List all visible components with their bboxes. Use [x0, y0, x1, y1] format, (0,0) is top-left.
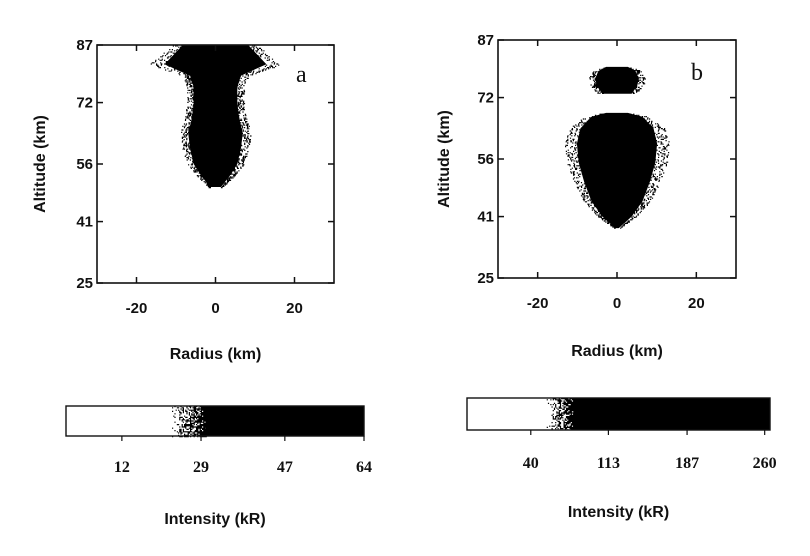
colorbar-tick-label: 12: [114, 459, 130, 476]
y-tick-label: 72: [76, 95, 93, 112]
x-tick-label: -20: [126, 300, 148, 317]
x-axis-label: Radius (km): [571, 343, 663, 360]
panel-letter: b: [691, 60, 703, 86]
panel-a: 25 41 56 72 87 -20 0 20 a Radius (km) Altitude (km…: [0, 0, 400, 556]
y-axis-label: Altitude (km): [32, 115, 49, 213]
y-tick-label: 56: [477, 151, 494, 168]
panel-letter: a: [296, 62, 307, 88]
colorbar-transition: [546, 398, 575, 431]
colorbar-black: [573, 398, 770, 430]
y-axis-label: Altitude (km): [436, 110, 453, 208]
y-tick-label: 41: [477, 209, 494, 226]
colorbar-tick-label: 187: [675, 455, 699, 472]
emission-main: [565, 112, 670, 229]
colorbar-frame: [65, 405, 365, 437]
panel-b: 25 41 56 72 87 -20 0 20 b Radius (km) Altitude (km…: [405, 0, 810, 556]
colorbar-tick-label: 64: [356, 459, 372, 476]
y-tick-label: 25: [477, 270, 494, 287]
colorbar-tick-label: 47: [277, 459, 293, 476]
x-axis-label: Radius (km): [170, 346, 262, 363]
emission-region: [565, 66, 670, 229]
x-tick-label: -20: [527, 295, 549, 312]
emission-upper-patch: [589, 66, 646, 94]
panel-a-svg: 25 41 56 72 87 -20 0 20 a Radius (km) Altitude (km…: [32, 37, 372, 528]
emission-upper-patch-core: [595, 66, 639, 94]
colorbar-label: Intensity (kR): [164, 511, 265, 528]
emission-main-speckle-dots: [565, 113, 670, 229]
panel-b-svg: 25 41 56 72 87 -20 0 20 b Radius (km) Altitude (km…: [436, 32, 777, 521]
y-tick-label: 72: [477, 90, 494, 107]
y-tick-label: 56: [76, 156, 93, 173]
y-tick-label: 87: [477, 32, 494, 49]
colorbar: 12 29 47 64 Intensity (kR): [65, 405, 372, 528]
emission-region: [150, 45, 280, 189]
emission-main-speckle: [565, 113, 670, 229]
emission-main: [150, 45, 280, 189]
colorbar-tick-label: 40: [523, 455, 539, 472]
x-tick-label: 0: [211, 300, 219, 317]
y-tick-label: 87: [76, 37, 93, 54]
colorbar-tick-label: 113: [597, 455, 620, 472]
emission-main-core: [164, 45, 267, 187]
colorbar-transition: [172, 406, 207, 438]
x-tick-label: 20: [688, 295, 705, 312]
emission-main-core: [576, 112, 658, 229]
colorbar-tick-label: 29: [193, 459, 209, 476]
x-tick-label: 20: [286, 300, 303, 317]
colorbar-frame: [466, 397, 771, 431]
colorbar-black: [205, 406, 364, 436]
y-tick-label: 25: [76, 275, 93, 292]
x-tick-label: 0: [613, 295, 621, 312]
colorbar-label: Intensity (kR): [568, 504, 669, 521]
y-tick-label: 41: [76, 214, 93, 231]
colorbar-tick-label: 260: [753, 455, 777, 472]
colorbar: 40 113 187 260 Intensity (kR): [466, 397, 777, 521]
